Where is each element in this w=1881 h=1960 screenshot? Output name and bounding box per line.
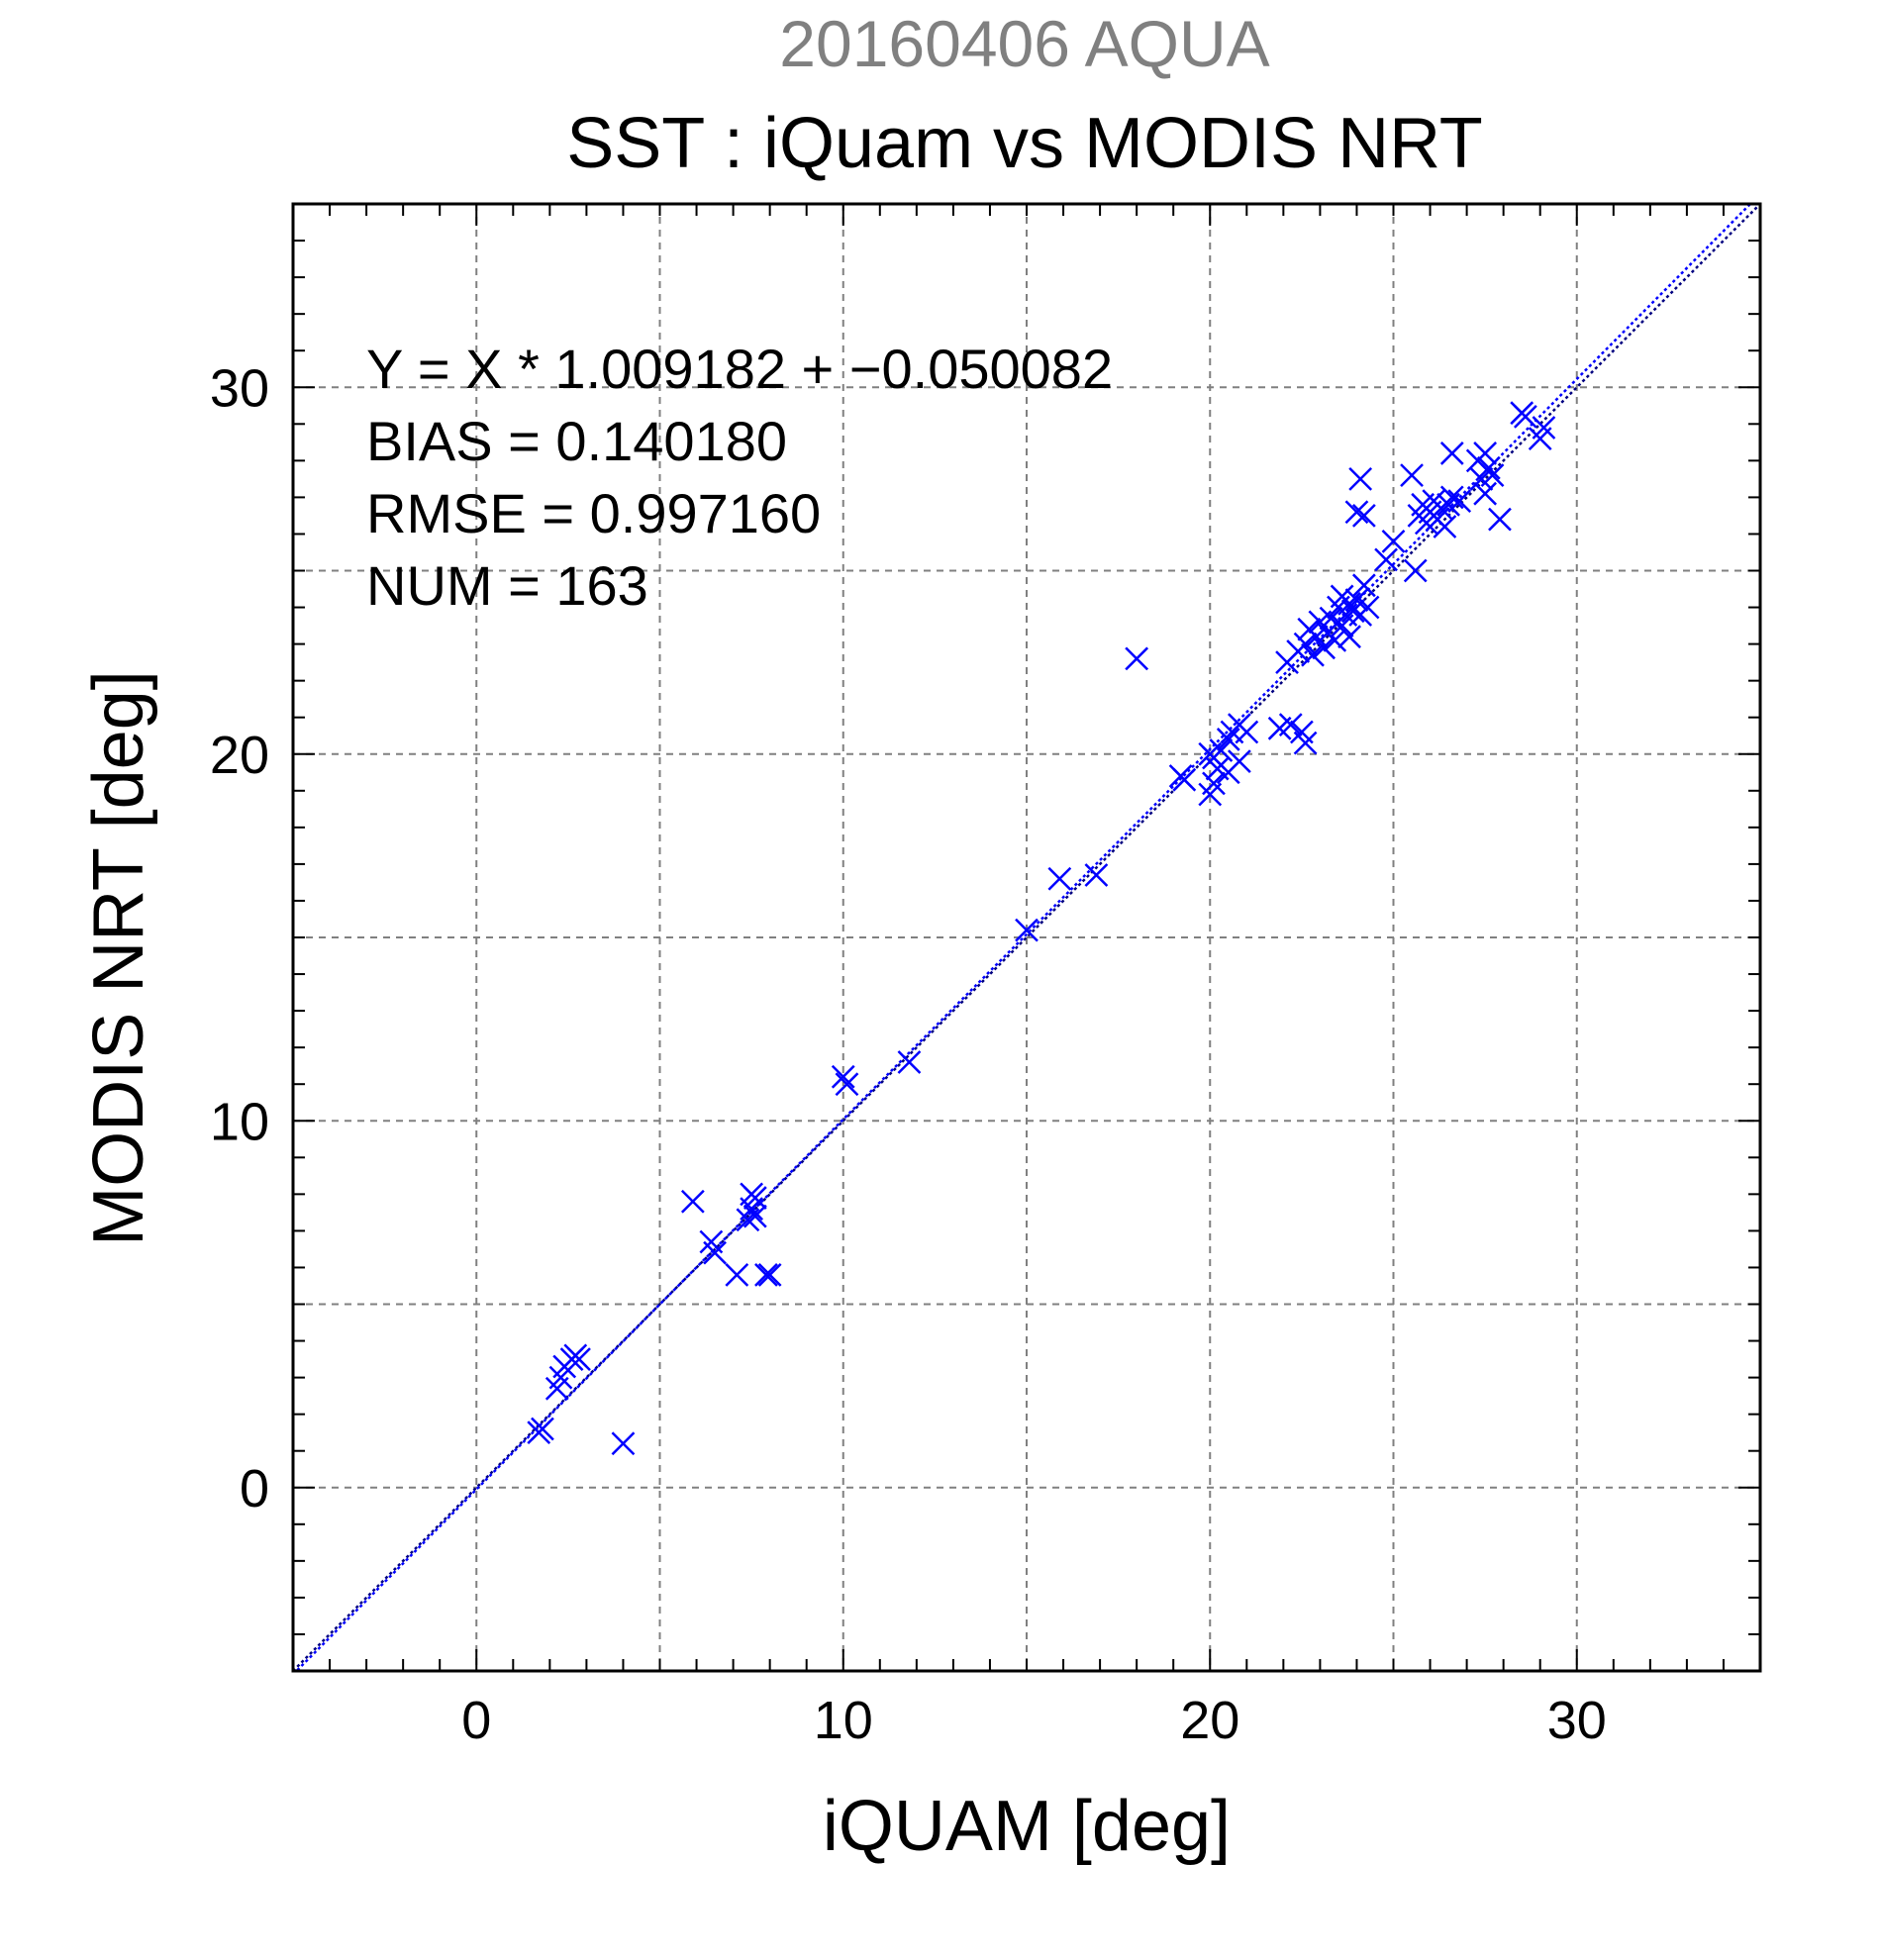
data-point	[1400, 463, 1424, 488]
data-point	[1344, 500, 1369, 525]
chart-title: 20160406 AQUA	[779, 7, 1270, 80]
chart-subtitle: SST : iQuam vs MODIS NRT	[566, 104, 1483, 183]
data-point	[1473, 441, 1498, 465]
data-point	[1513, 405, 1537, 429]
data-point	[611, 1431, 636, 1456]
data-point	[1084, 863, 1109, 887]
data-point	[1351, 504, 1376, 528]
data-point	[703, 1240, 727, 1265]
data-point	[1228, 749, 1251, 774]
data-point	[1301, 642, 1325, 667]
data-point	[1312, 636, 1336, 660]
data-point	[1319, 606, 1343, 631]
data-point	[1293, 731, 1318, 755]
data-point	[1351, 573, 1376, 598]
identity-line	[293, 204, 1760, 1671]
data-point	[754, 1262, 778, 1287]
data-point	[742, 1186, 767, 1210]
data-point	[757, 1262, 782, 1287]
data-point	[1235, 720, 1259, 744]
data-point	[742, 1204, 767, 1228]
x-tick-label: 20	[1180, 1691, 1239, 1750]
data-point	[1488, 507, 1512, 532]
data-point	[897, 1050, 922, 1074]
x-tick-label: 30	[1547, 1691, 1607, 1750]
y-tick-label: 10	[210, 1092, 269, 1151]
data-point	[1125, 646, 1149, 671]
data-point	[1433, 515, 1457, 539]
fit-line	[294, 204, 1752, 1671]
data-point	[835, 1072, 859, 1097]
data-point	[1202, 771, 1226, 796]
data-point	[725, 1262, 749, 1287]
data-point	[1476, 455, 1501, 480]
regression-lines	[293, 204, 1760, 1671]
data-point	[1447, 489, 1472, 513]
x-tick-label: 0	[461, 1691, 491, 1750]
data-point	[1439, 441, 1464, 465]
data-point	[1209, 738, 1234, 762]
data-point	[1323, 629, 1347, 652]
data-point	[831, 1064, 855, 1089]
data-point	[1216, 728, 1240, 751]
data-points	[527, 401, 1556, 1456]
data-point	[1355, 595, 1380, 620]
y-tick-label: 20	[210, 726, 269, 785]
data-point	[1344, 588, 1369, 613]
tick-labels: 0 10 20 30 0 10 20 30	[210, 358, 1607, 1750]
data-point	[1337, 625, 1361, 649]
data-point	[1381, 529, 1406, 553]
data-point	[1348, 466, 1373, 491]
data-point	[1047, 866, 1072, 891]
axes-frame	[291, 202, 1762, 1673]
data-point	[1480, 463, 1505, 488]
data-point	[1473, 481, 1498, 506]
data-point	[1374, 547, 1398, 572]
data-point	[1403, 558, 1428, 583]
data-point	[1172, 767, 1197, 792]
bias-stat: BIAS = 0.140180	[366, 410, 788, 472]
data-point	[531, 1417, 554, 1441]
rmse-stat: RMSE = 0.997160	[366, 482, 822, 544]
data-point	[1439, 485, 1464, 510]
x-axis-label: iQUAM [deg]	[822, 1787, 1232, 1866]
grid	[293, 204, 1760, 1671]
y-tick-label: 30	[210, 358, 269, 418]
data-point	[1532, 416, 1556, 440]
y-axis-label: MODIS NRT [deg]	[79, 670, 158, 1246]
count-stat: NUM = 163	[366, 554, 648, 617]
data-point	[563, 1343, 588, 1368]
data-point	[1015, 918, 1039, 942]
data-point	[1293, 632, 1318, 656]
x-tick-label: 10	[814, 1691, 873, 1750]
y-tick-label: 0	[240, 1459, 269, 1519]
data-point	[1278, 713, 1303, 736]
fit-equation: Y = X * 1.009182 + −0.050082	[366, 338, 1114, 400]
data-point	[680, 1189, 705, 1214]
